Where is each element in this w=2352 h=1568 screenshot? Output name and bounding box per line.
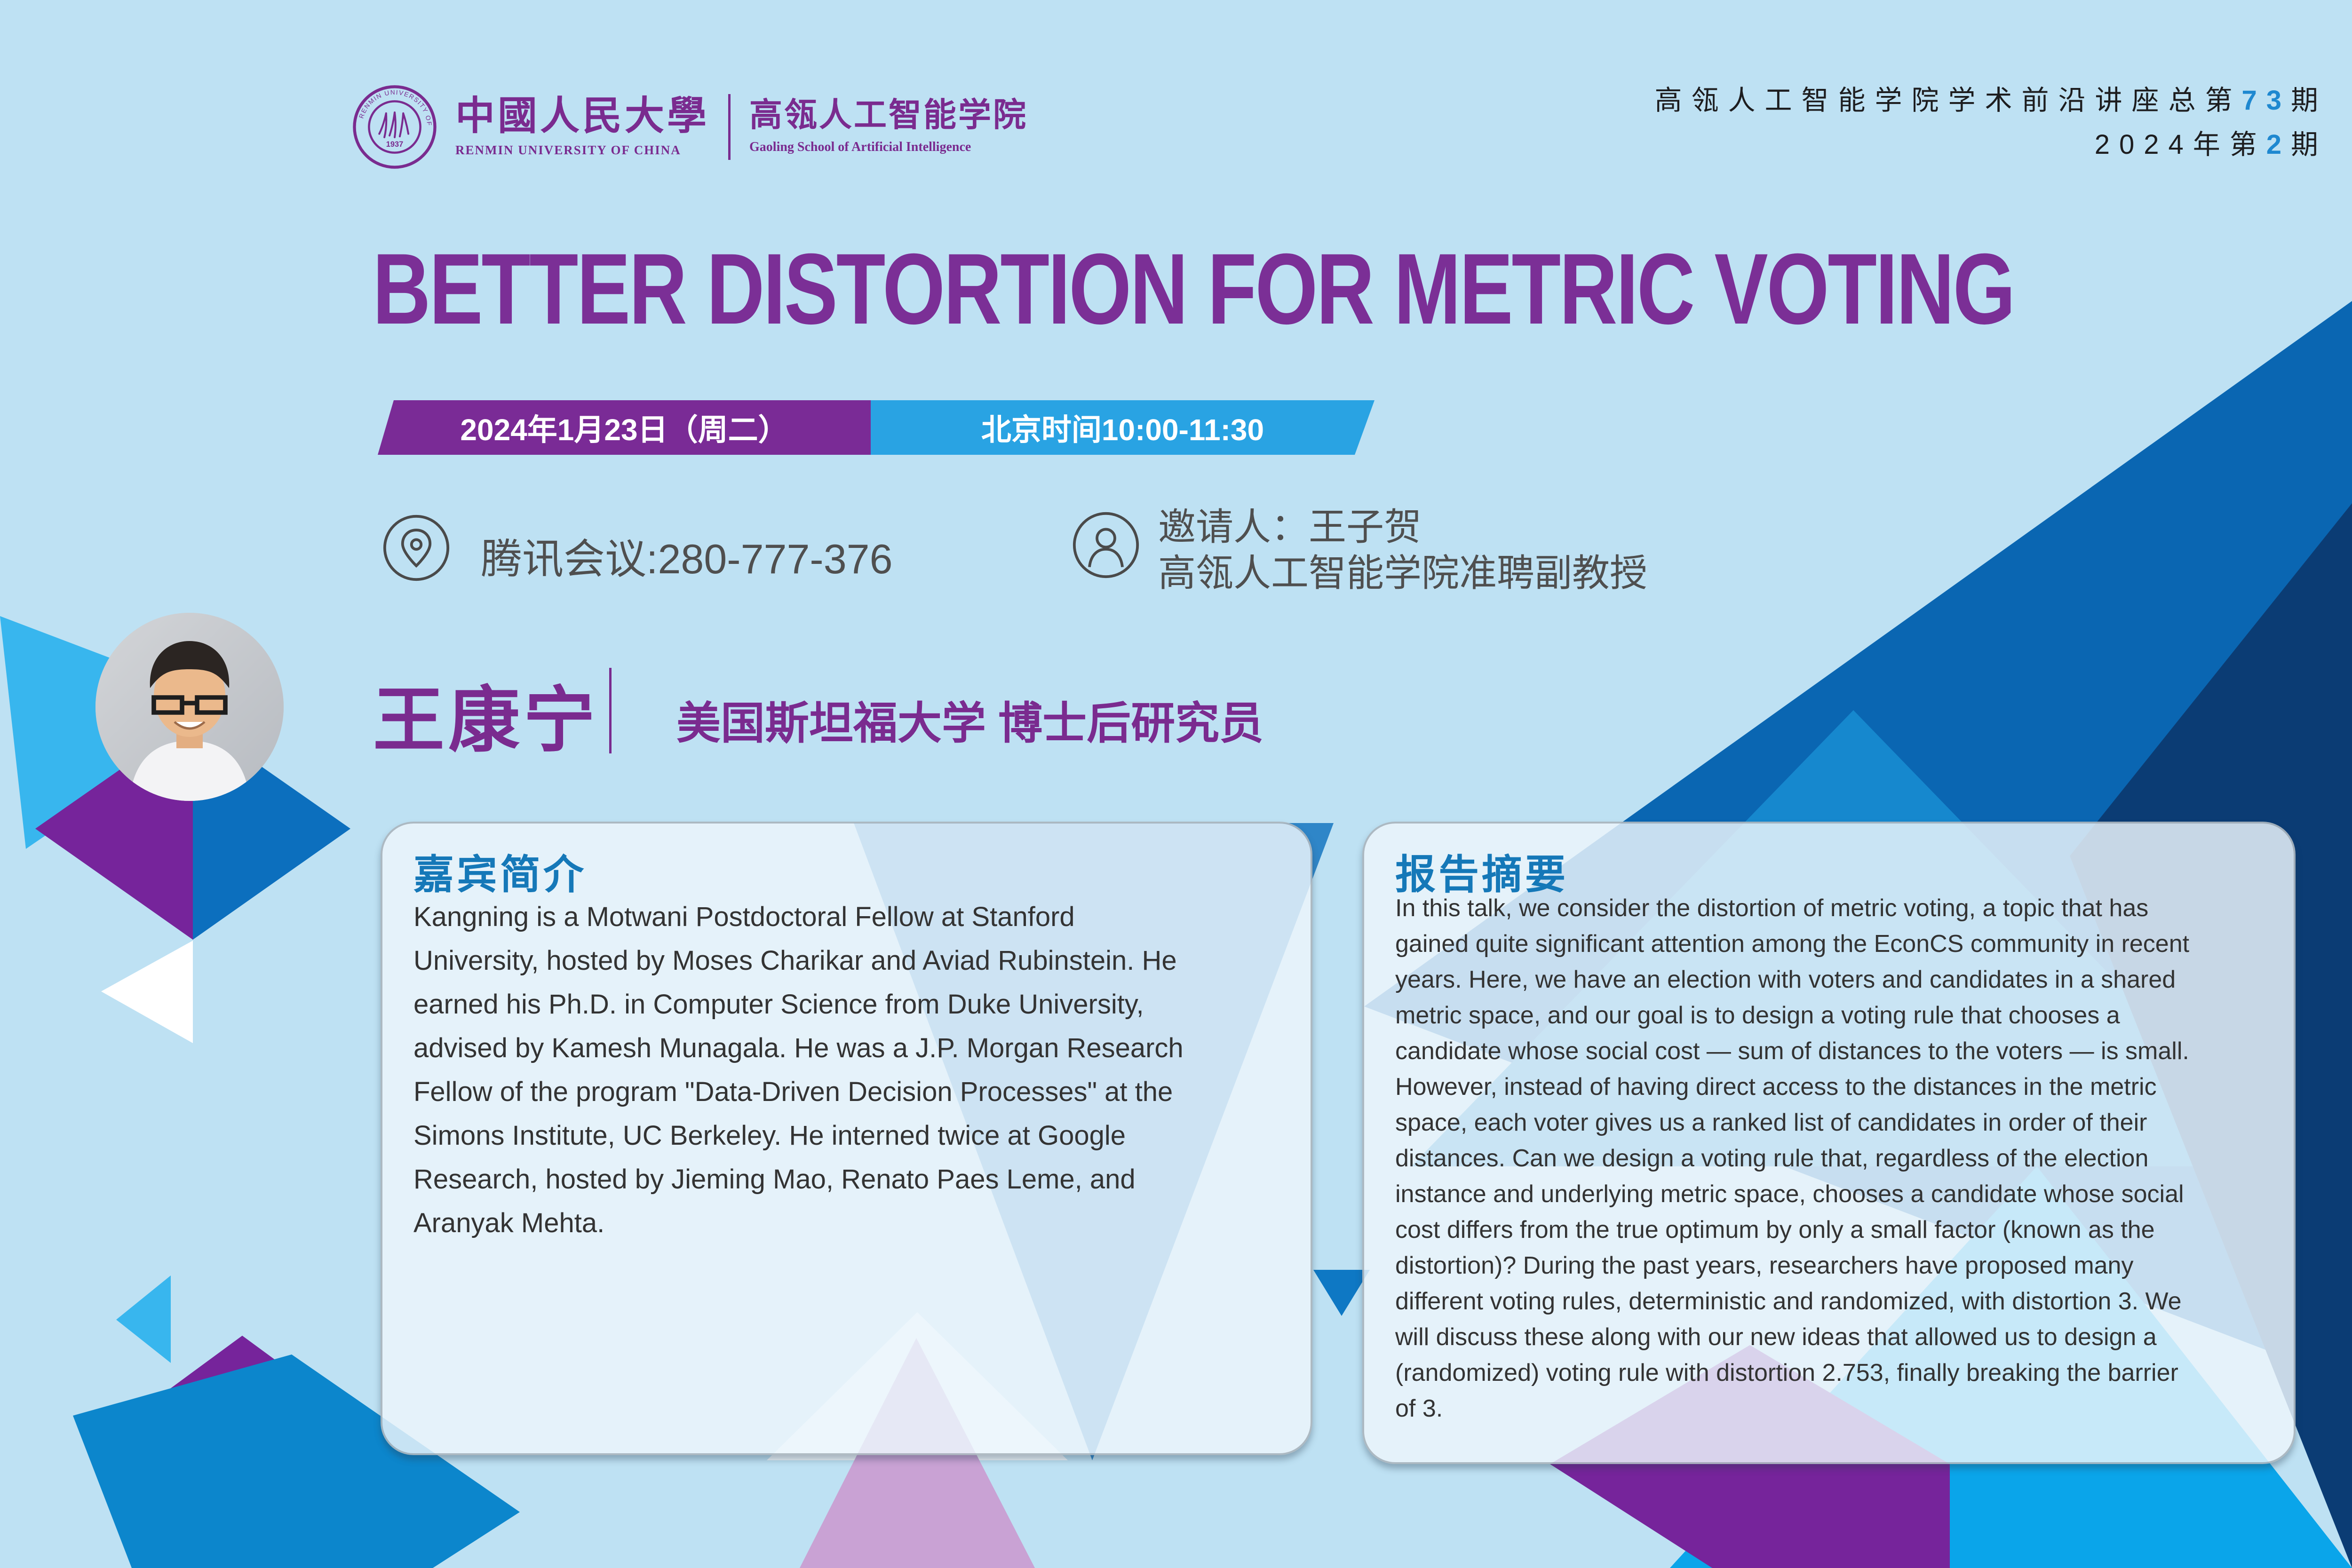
university-logo-block: 1937 RENMIN UNIVERSITY OF CHINA 中國人民大學 R… [352, 82, 1028, 172]
abstract-card-text: In this talk, we consider the distortion… [1395, 895, 2190, 1422]
university-seal-icon: 1937 RENMIN UNIVERSITY OF CHINA [352, 84, 437, 169]
series-year-number: 2 [2266, 129, 2291, 160]
bio-card: 嘉宾简介 Kangning is a Motwani Postdoctoral … [381, 822, 1312, 1455]
time-banner: 北京时间10:00-11:30 [871, 400, 1375, 455]
school-name-cn: 高瓴人工智能学院 [749, 97, 1028, 134]
abstract-card-title: 报告摘要 [1395, 852, 1568, 897]
seal-ring-text: RENMIN UNIVERSITY OF CHINA [352, 84, 432, 127]
seal-year: 1937 [386, 140, 403, 149]
university-name-cn: 中國人民大學 [455, 94, 710, 138]
speaker-avatar [95, 613, 284, 801]
speaker-affiliation: 美国斯坦福大学 博士后研究员 [676, 698, 1264, 748]
series-line-2: 2024年第2期 [2094, 129, 2328, 160]
svg-text:RENMIN UNIVERSITY OF CHINA: RENMIN UNIVERSITY OF CHINA [352, 84, 433, 127]
location-pin-icon [383, 515, 450, 581]
speaker-divider [609, 668, 612, 753]
header-divider [728, 94, 731, 160]
speaker-name: 王康宁 [373, 681, 599, 760]
person-icon [1073, 512, 1139, 578]
university-name-en: RENMIN UNIVERSITY OF CHINA [455, 143, 681, 157]
schedule-banners: 2024年1月23日（周二） 北京时间10:00-11:30 [378, 400, 1375, 455]
series-line-1: 高瓴人工智能学院学术前沿讲座总第73期 [1654, 85, 2328, 116]
talk-title: BETTER DISTORTION FOR METRIC VOTING [373, 233, 2016, 345]
school-name-en: Gaoling School of Artificial Intelligenc… [749, 140, 971, 154]
lecture-series-numbering: 高瓴人工智能学院学术前沿讲座总第73期 2024年第2期 [1654, 87, 2328, 175]
abstract-card: 报告摘要 In this talk, we consider the disto… [1362, 822, 2296, 1464]
series-total-number: 73 [2241, 85, 2291, 116]
bio-card-title: 嘉宾简介 [413, 852, 587, 897]
meeting-id-text: 腾讯会议:280-777-376 [481, 536, 893, 582]
bio-card-text: Kangning is a Motwani Postdoctoral Fello… [413, 902, 1184, 1238]
avatar-photo [95, 613, 284, 801]
date-banner: 2024年1月23日（周二） [378, 400, 871, 455]
host-info: 邀请人：王子贺 高瓴人工智能学院准聘副教授 [1158, 506, 1647, 594]
